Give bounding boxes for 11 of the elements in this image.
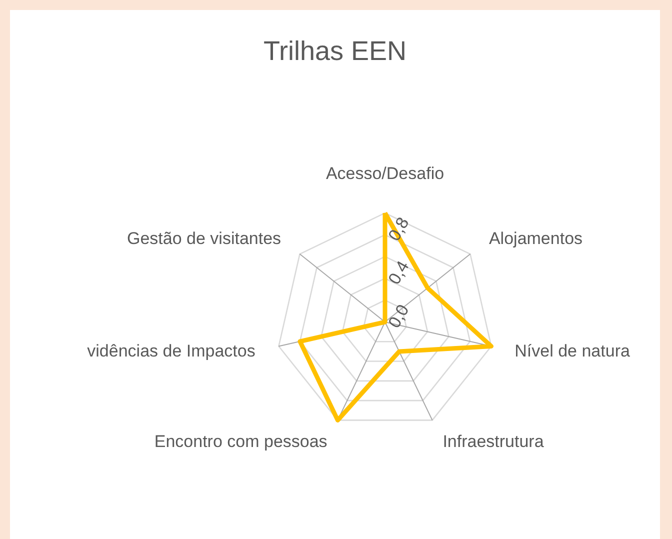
spoke-label: Gestão de visitantes	[127, 229, 282, 248]
spoke-label: Acesso/Desafio	[326, 164, 444, 183]
spoke-label: Encontro com pessoas	[154, 432, 328, 451]
spoke-label: Alojamentos	[488, 229, 583, 248]
chart-title: Trilhas EEN	[263, 36, 407, 66]
y-tick-label: 0,0	[384, 301, 413, 332]
y-tick-label: 0,8	[384, 214, 413, 244]
spoke-label: Infraestrutura	[442, 432, 544, 451]
y-tick-label: 0,4	[384, 258, 413, 288]
spoke-label: vidências de Impactos	[87, 342, 256, 361]
spoke-label: Nível de natura	[514, 342, 630, 361]
